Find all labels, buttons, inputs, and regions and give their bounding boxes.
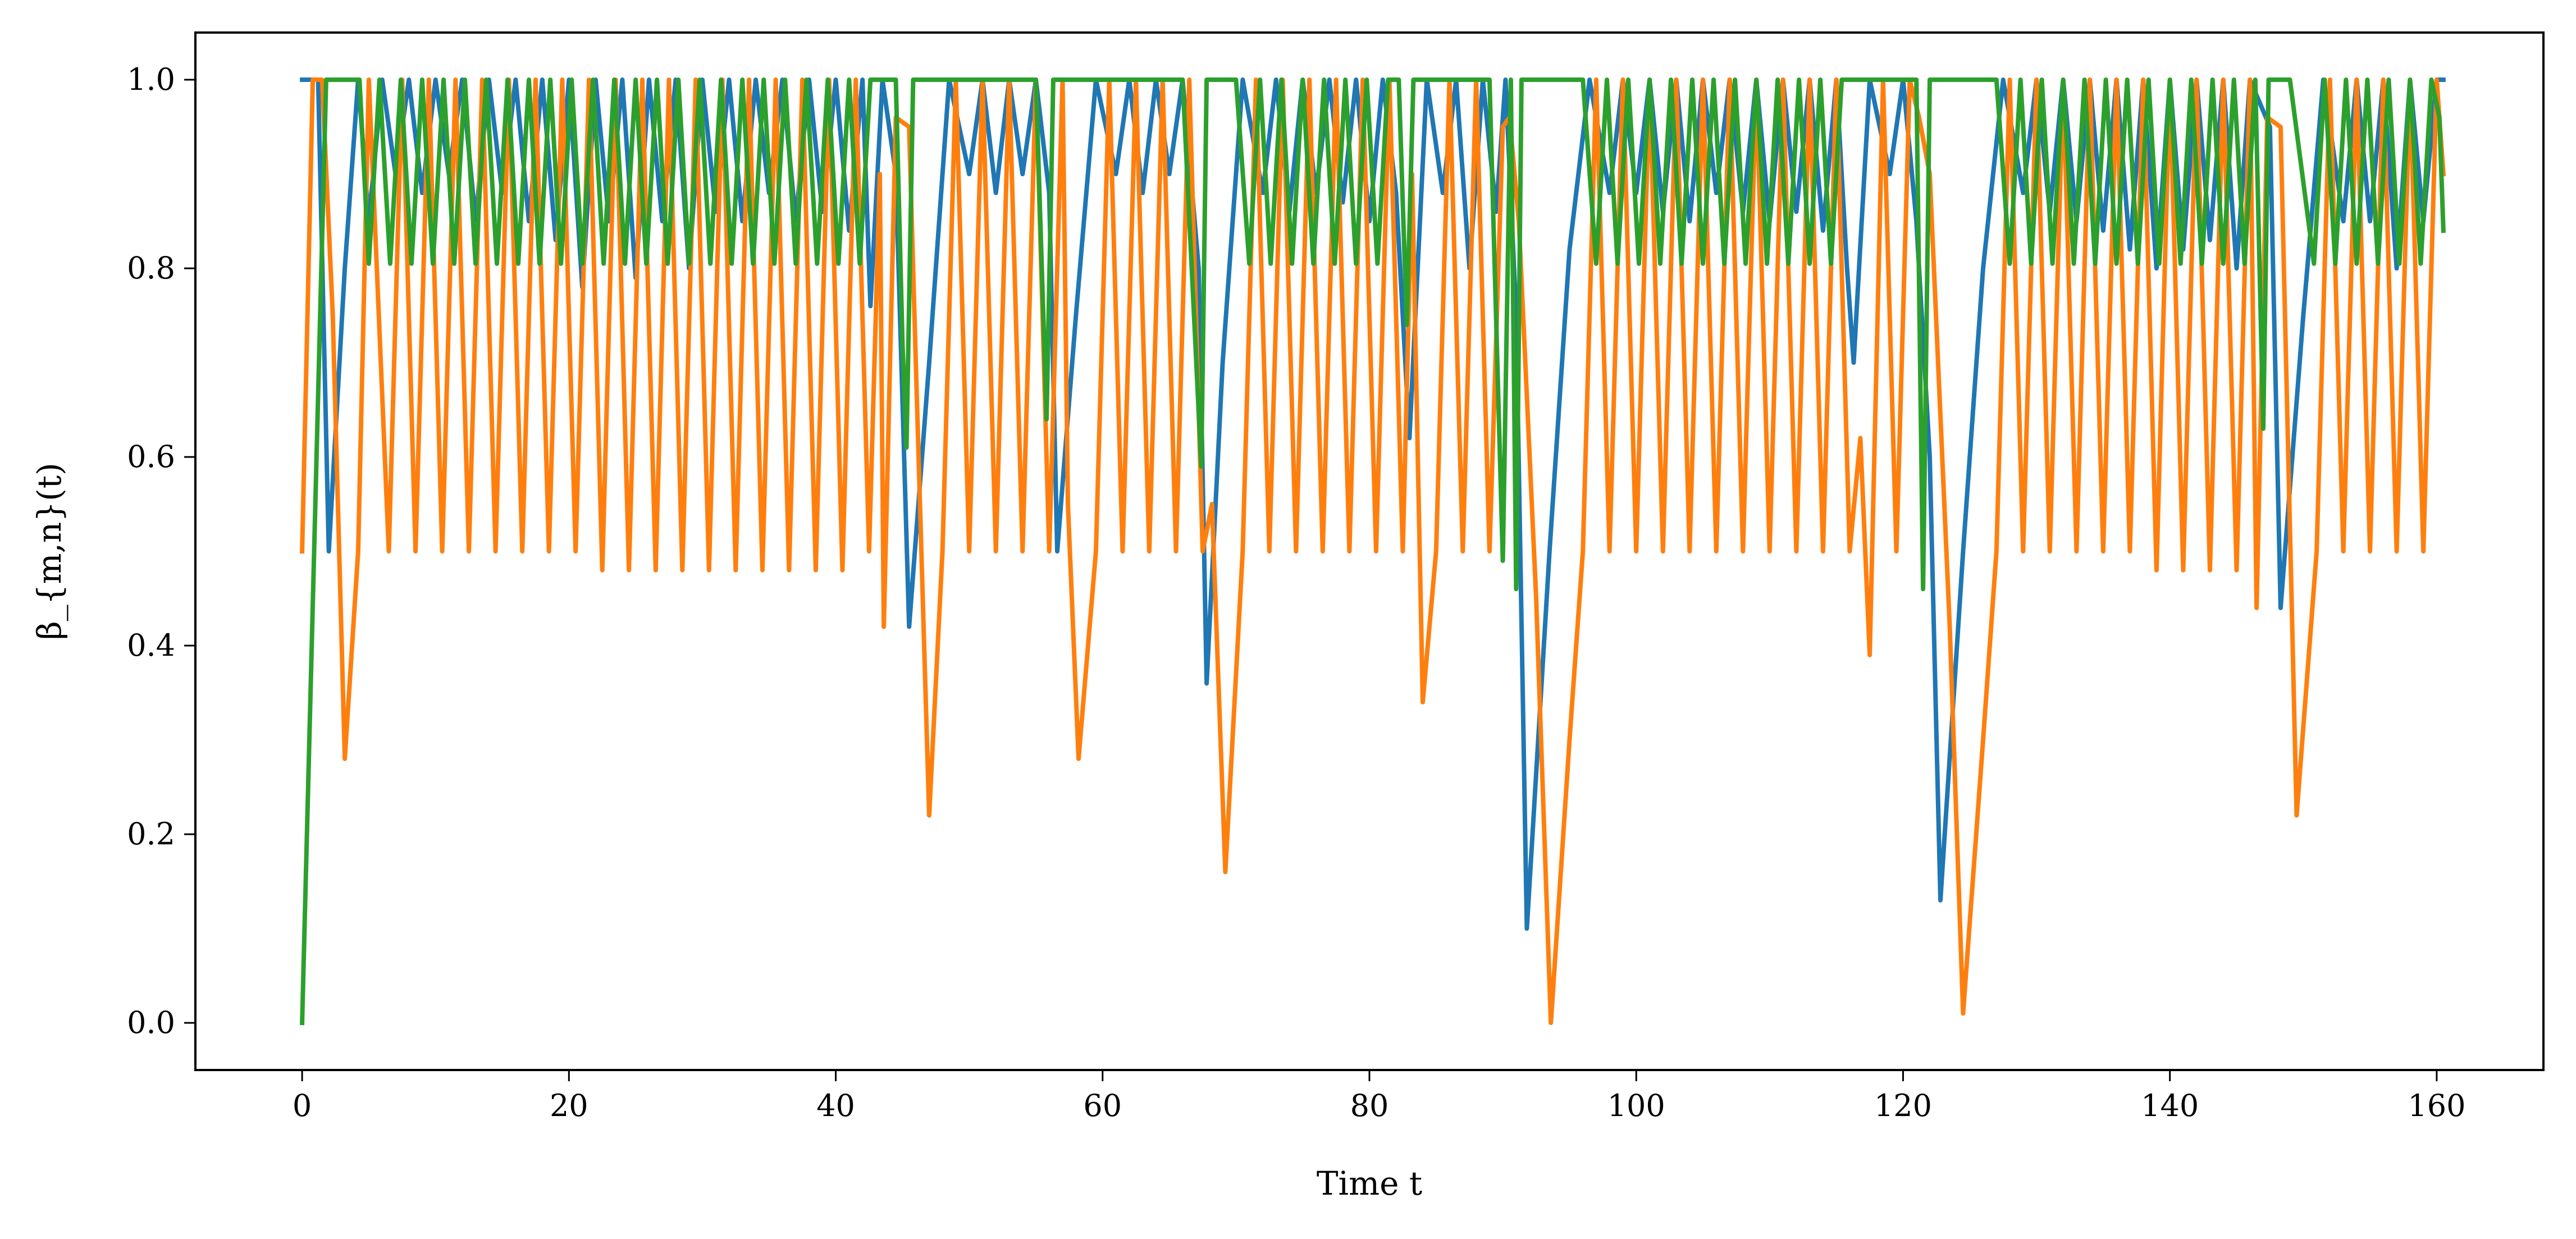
x-tick-label: 160 <box>2408 1088 2465 1123</box>
y-axis-label: β_{m,n}(t) <box>30 463 68 640</box>
x-tick-label: 40 <box>816 1088 855 1123</box>
y-tick-label: 0.0 <box>127 1005 175 1040</box>
x-axis: 0 20 40 60 80 100 120 140 160 <box>293 1070 2465 1123</box>
x-tick-label: 120 <box>1874 1088 1932 1123</box>
y-tick-label: 0.2 <box>127 816 175 852</box>
x-axis-label: Time t <box>1317 1164 1422 1203</box>
x-tick-label: 0 <box>293 1088 312 1123</box>
plot-series <box>299 77 2446 1026</box>
y-tick-label: 0.8 <box>127 250 175 286</box>
series-line-3 <box>299 77 2446 1026</box>
y-tick-label: 1.0 <box>127 62 175 97</box>
x-tick-label: 80 <box>1350 1088 1389 1123</box>
x-tick-label: 20 <box>550 1088 588 1123</box>
y-tick-label: 0.6 <box>127 439 175 474</box>
x-tick-label: 140 <box>2141 1088 2199 1123</box>
series-line-2 <box>300 77 2446 1025</box>
y-tick-label: 0.4 <box>127 628 175 663</box>
y-axis: 0.0 0.2 0.4 0.6 0.8 1.0 <box>127 62 195 1040</box>
x-tick-label: 100 <box>1607 1088 1665 1123</box>
x-tick-label: 60 <box>1083 1088 1122 1123</box>
